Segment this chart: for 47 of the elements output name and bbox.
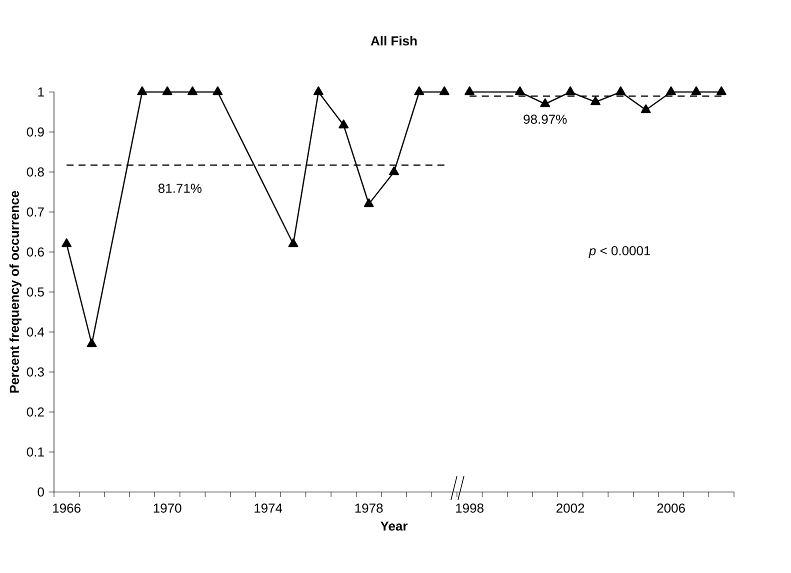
point: [137, 86, 148, 96]
annotation: 81.71%: [158, 184, 202, 193]
x-tick-label: 1966: [53, 504, 80, 513]
y-tick-label: 0: [38, 487, 44, 497]
y-axis-title: Percent frequency of occurrence: [9, 190, 22, 393]
annotation: p < 0.0001: [588, 246, 650, 258]
y-tick-label: 0.3: [26, 367, 44, 377]
x-tick-label: 1998: [456, 504, 484, 513]
point: [389, 166, 399, 176]
point: [364, 198, 374, 208]
point: [590, 96, 600, 106]
point: [716, 86, 726, 96]
chart-title: All Fish: [370, 36, 417, 46]
point: [439, 86, 450, 96]
y-tick-label: 0.8: [26, 167, 44, 177]
x-tick-label: 2006: [657, 504, 685, 513]
point: [666, 86, 676, 96]
point: [86, 338, 97, 348]
y-tick-label: 0.7: [26, 207, 44, 217]
point: [691, 86, 702, 96]
point: [338, 120, 349, 128]
point: [414, 86, 424, 96]
y-tick-label: 1: [38, 88, 44, 96]
point: [188, 86, 198, 96]
x-axis-title: Year: [380, 522, 408, 531]
y-tick-label: 0.1: [26, 447, 44, 457]
point: [565, 86, 576, 96]
y-tick-label: 0.9: [26, 127, 44, 137]
point: [288, 238, 298, 248]
x-tick-label: 1974: [254, 504, 282, 513]
x-tick-label: 2002: [556, 504, 584, 513]
y-tick-label: 0.6: [26, 247, 44, 257]
x-tick-label: 1970: [154, 504, 182, 513]
point: [640, 104, 651, 114]
x-tick-label: 1978: [355, 504, 383, 513]
point: [162, 86, 172, 96]
point: [313, 86, 324, 96]
point: [464, 86, 475, 96]
point: [514, 86, 525, 96]
point: [616, 86, 626, 96]
y-tick-label: 0.4: [26, 327, 44, 337]
annotation: 98.97%: [524, 114, 567, 124]
y-tick-label: 0.2: [26, 407, 44, 417]
point: [62, 238, 72, 248]
point: [212, 86, 223, 96]
point: [540, 98, 550, 108]
y-tick-label: 0.5: [26, 287, 44, 297]
